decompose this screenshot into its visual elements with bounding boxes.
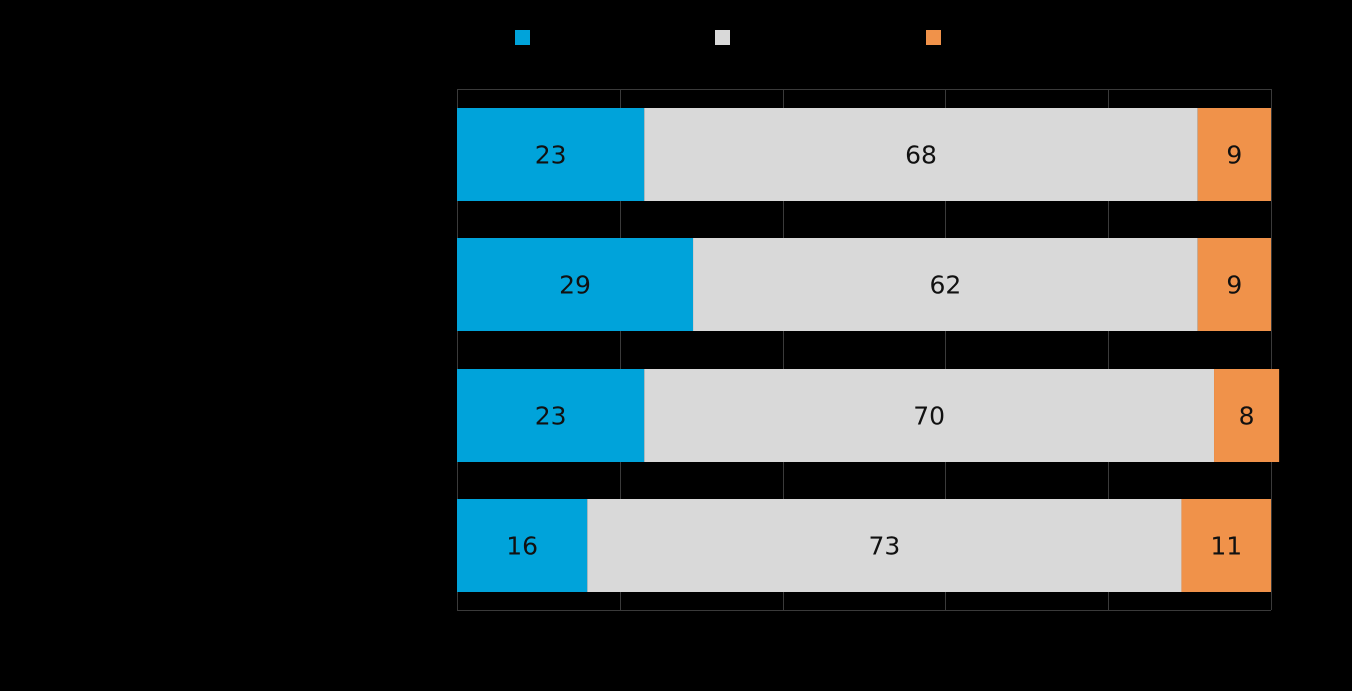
legend-swatch-series1 <box>515 30 530 45</box>
bar-row4-series3 <box>1181 499 1271 592</box>
bar-row2-series1 <box>457 238 694 331</box>
legend-swatch-series2 <box>715 30 730 45</box>
bar-row2-series2 <box>693 238 1198 331</box>
bar-row3-series3 <box>1214 369 1280 462</box>
bar-row1-series1 <box>457 108 645 201</box>
bar-row4-series2 <box>587 499 1182 592</box>
bars <box>457 108 1280 592</box>
data-label-row4-series1: 16 <box>506 532 538 561</box>
bar-row1-series3 <box>1197 108 1271 201</box>
data-label-row1-series1: 23 <box>535 141 567 170</box>
data-label-row3-series1: 23 <box>535 402 567 431</box>
bar-row3-series1 <box>457 369 645 462</box>
data-label-row1-series2: 68 <box>905 141 937 170</box>
data-label-row4-series3: 11 <box>1210 532 1242 561</box>
legend-swatch-series3 <box>926 30 941 45</box>
data-label-row1-series3: 9 <box>1226 141 1242 170</box>
data-label-row2-series3: 9 <box>1226 271 1242 300</box>
bar-row3-series2 <box>644 369 1215 462</box>
data-label-row3-series3: 8 <box>1239 402 1255 431</box>
data-label-row2-series1: 29 <box>559 271 591 300</box>
legend <box>515 30 941 45</box>
bar-row1-series2 <box>644 108 1198 201</box>
data-label-row3-series2: 70 <box>913 402 945 431</box>
bar-row4-series1 <box>457 499 588 592</box>
bar-row2-series3 <box>1197 238 1271 331</box>
data-label-row2-series2: 62 <box>929 271 961 300</box>
data-labels: 23 68 9 29 62 9 23 70 8 16 73 11 <box>506 141 1254 561</box>
data-label-row4-series2: 73 <box>868 532 900 561</box>
